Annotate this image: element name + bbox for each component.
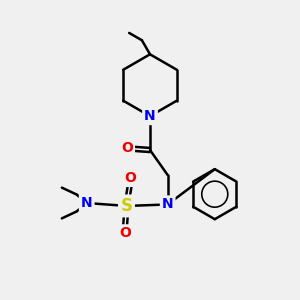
Text: O: O: [119, 226, 131, 240]
Text: S: S: [120, 197, 132, 215]
Text: O: O: [124, 171, 136, 185]
Text: N: N: [81, 196, 92, 210]
Text: N: N: [144, 109, 156, 123]
Text: N: N: [162, 197, 173, 212]
Text: O: O: [121, 141, 133, 155]
